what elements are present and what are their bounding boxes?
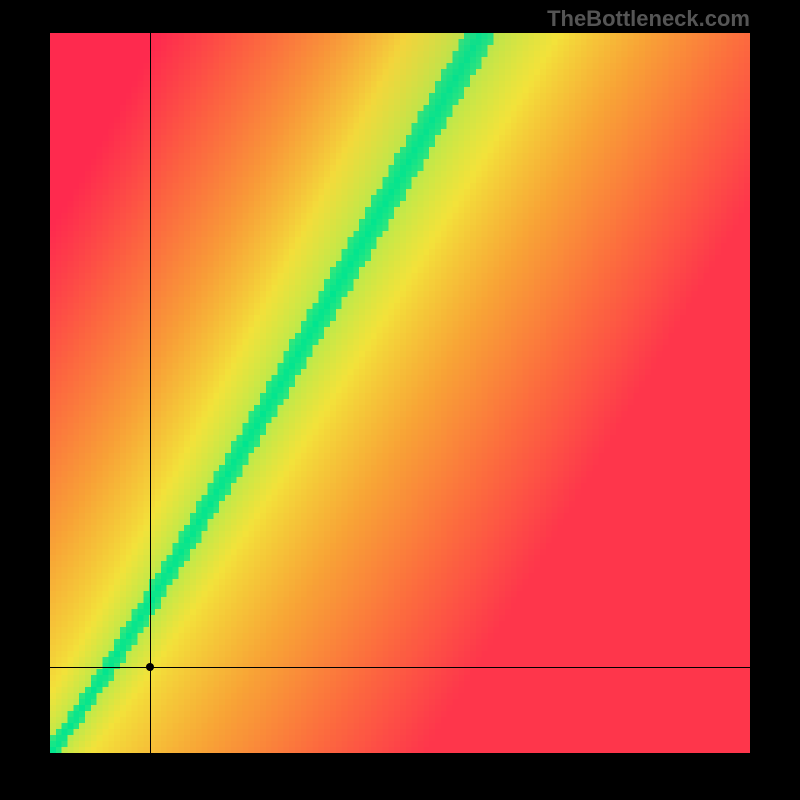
- watermark-text: TheBottleneck.com: [547, 6, 750, 32]
- chart-container: TheBottleneck.com: [0, 0, 800, 800]
- crosshair-horizontal: [50, 667, 750, 668]
- bottleneck-heatmap: [50, 33, 750, 753]
- crosshair-vertical: [150, 33, 151, 753]
